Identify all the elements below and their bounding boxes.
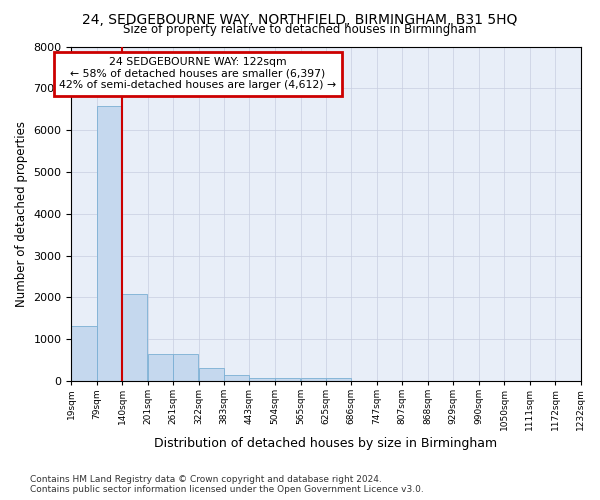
Bar (199, 368, 224, 381)
Bar (173, 354, 198, 381)
Bar (275, 378, 300, 381)
X-axis label: Distribution of detached houses by size in Birmingham: Distribution of detached houses by size … (154, 437, 497, 450)
Text: Size of property relative to detached houses in Birmingham: Size of property relative to detached ho… (123, 22, 477, 36)
Text: 24 SEDGEBOURNE WAY: 122sqm
← 58% of detached houses are smaller (6,397)
42% of s: 24 SEDGEBOURNE WAY: 122sqm ← 58% of deta… (59, 57, 336, 90)
Bar (97, 106, 122, 381)
Text: 24, SEDGEBOURNE WAY, NORTHFIELD, BIRMINGHAM, B31 5HQ: 24, SEDGEBOURNE WAY, NORTHFIELD, BIRMING… (82, 12, 518, 26)
Text: Contains HM Land Registry data © Crown copyright and database right 2024.
Contai: Contains HM Land Registry data © Crown c… (30, 474, 424, 494)
Bar (250, 378, 275, 381)
Y-axis label: Number of detached properties: Number of detached properties (15, 120, 28, 306)
Bar (301, 378, 326, 381)
Bar (148, 354, 173, 381)
Bar (122, 294, 148, 381)
Bar (224, 375, 250, 381)
Bar (326, 378, 351, 381)
Bar (71, 326, 97, 381)
